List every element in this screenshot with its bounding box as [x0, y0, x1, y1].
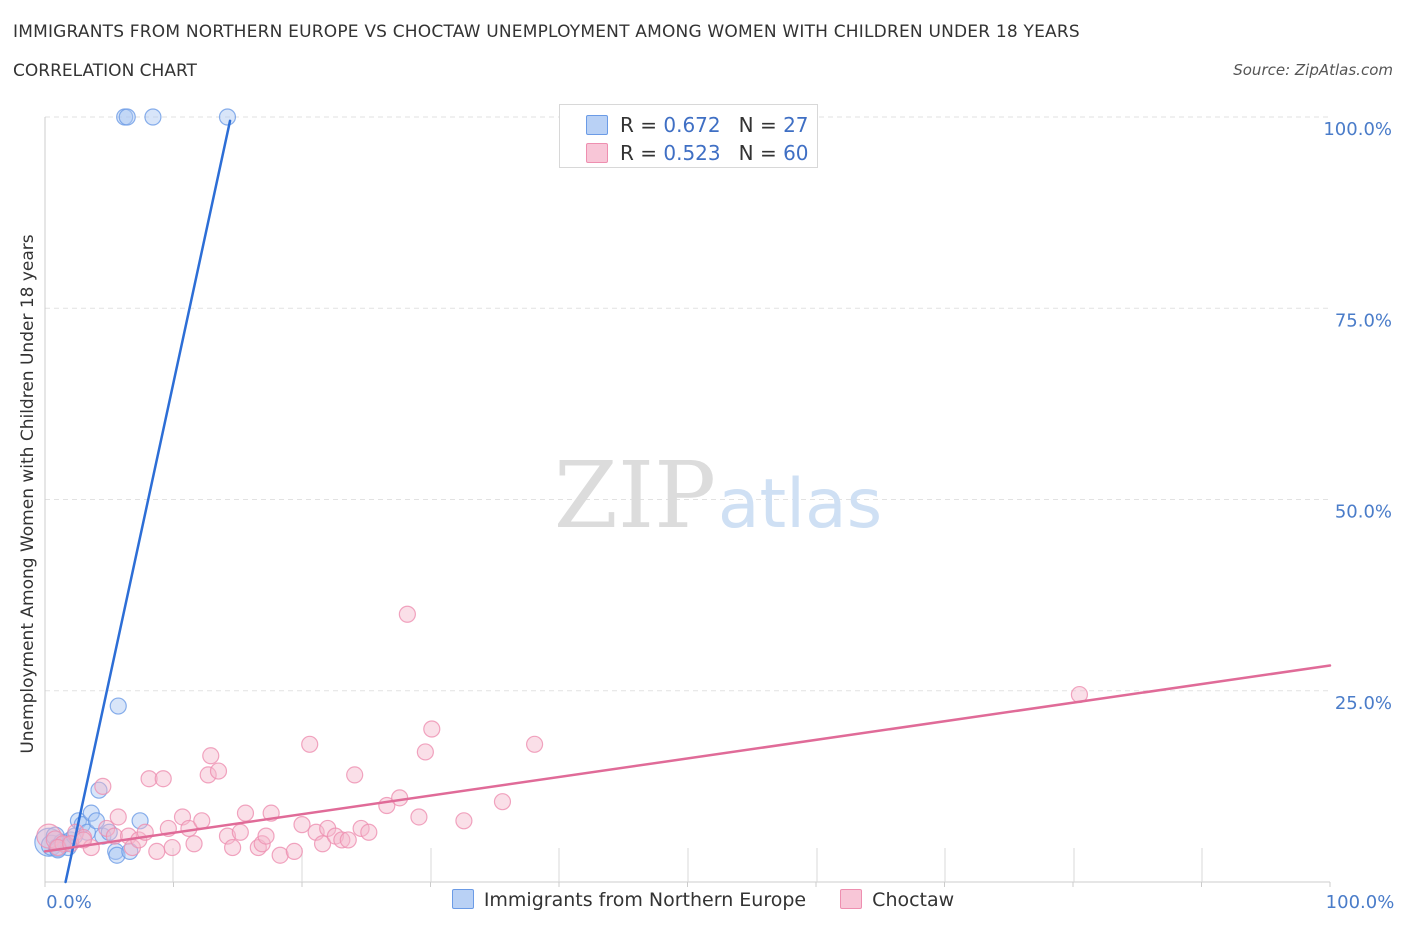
- choctaw-point: [185, 835, 203, 853]
- choctaw-point: [339, 831, 357, 849]
- choctaw-point: [224, 838, 242, 857]
- choctaw-point: [271, 846, 289, 864]
- choctaw-point: [313, 835, 332, 853]
- choctaw-point: [293, 816, 311, 834]
- y-tick-label: 75.0%: [1335, 310, 1392, 331]
- y-tick-label: 50.0%: [1335, 502, 1392, 523]
- northern-europe-point: [109, 697, 127, 715]
- legend-swatch-blue: [586, 115, 608, 135]
- choctaw-point: [236, 804, 255, 822]
- choctaw-point: [333, 831, 351, 849]
- axes: [44, 117, 1331, 887]
- gridlines: [45, 116, 1330, 692]
- northern-europe-point: [144, 108, 162, 126]
- legend-n-value: 27: [783, 113, 809, 137]
- choctaw-point: [391, 789, 409, 807]
- legend-label: Immigrants from Northern Europe: [483, 889, 807, 911]
- choctaw-point: [209, 762, 228, 780]
- choctaw-point: [410, 808, 428, 826]
- x-tick-label-left: 0.0%: [46, 892, 92, 913]
- northern-europe-point: [218, 108, 237, 126]
- chart-source: Source: ZipAtlas.com: [1233, 61, 1393, 79]
- stats-legend-row-choctaw: R = 0.523 N = 60: [586, 141, 809, 167]
- choctaw-point: [163, 838, 181, 857]
- stats-legend: R = 0.672 N = 27 R = 0.523 N = 60: [559, 104, 818, 168]
- choctaw-point: [525, 735, 544, 753]
- watermark-zip: ZIP: [554, 442, 716, 549]
- legend-swatch-pink: [840, 889, 863, 909]
- chart-title: IMMIGRANTS FROM NORTHERN EUROPE VS CHOCT…: [13, 22, 1080, 42]
- choctaw-point: [493, 793, 512, 811]
- choctaw-point: [154, 770, 172, 788]
- stats-legend-row-northern-europe: R = 0.672 N = 27: [586, 113, 809, 139]
- choctaw-point: [148, 842, 166, 861]
- legend-label: Choctaw: [872, 889, 955, 911]
- legend-r-label: R =: [620, 113, 664, 137]
- choctaw-point: [352, 819, 370, 838]
- legend-r-label: R =: [620, 141, 664, 165]
- y-tick-label: 25.0%: [1335, 693, 1392, 714]
- tick-labels: 0.0% 100.0% 100.0% 75.0% 50.0% 25.0%: [46, 119, 1394, 913]
- choctaw-point: [360, 823, 378, 841]
- northern-europe-point: [118, 108, 136, 126]
- chart-subtitle: CORRELATION CHART: [13, 61, 197, 81]
- data-points: [34, 108, 1089, 864]
- choctaw-point: [423, 720, 441, 738]
- northern-europe-trend-line: [64, 119, 232, 884]
- watermark-atlas: atlas: [718, 465, 882, 544]
- choctaw-point: [193, 812, 211, 830]
- choctaw-point: [301, 735, 319, 753]
- legend-item-choctaw: Choctaw: [840, 889, 954, 911]
- choctaw-point: [231, 823, 249, 841]
- choctaw-point: [285, 842, 303, 861]
- choctaw-point: [455, 812, 473, 830]
- choctaw-point: [199, 766, 217, 784]
- choctaw-point: [140, 770, 158, 788]
- legend-r-value: 0.672: [663, 113, 721, 137]
- choctaw-point: [398, 605, 416, 623]
- legend-n-value: 60: [783, 141, 809, 165]
- legend-swatch-pink: [586, 143, 608, 163]
- legend-n-label: N =: [738, 113, 784, 137]
- watermark: ZIP atlas: [554, 442, 882, 549]
- choctaw-point: [346, 766, 364, 784]
- choctaw-point: [94, 777, 112, 795]
- choctaw-trend-line: [43, 664, 1332, 853]
- northern-europe-point: [108, 846, 126, 864]
- choctaw-point: [109, 808, 127, 826]
- legend-r-value: 0.523: [663, 141, 721, 165]
- y-tick-label: 100.0%: [1323, 119, 1392, 140]
- series-legend: Immigrants from Northern Europe Choctaw: [0, 889, 1406, 911]
- choctaw-point: [257, 827, 275, 845]
- choctaw-point: [202, 747, 220, 765]
- legend-item-northern-europe: Immigrants from Northern Europe: [451, 889, 807, 911]
- choctaw-point: [416, 743, 434, 761]
- legend-n-label: N =: [738, 141, 784, 165]
- trend-lines: [43, 119, 1332, 884]
- legend-swatch-blue: [451, 889, 474, 909]
- x-tick-label-right: 100.0%: [1326, 892, 1395, 913]
